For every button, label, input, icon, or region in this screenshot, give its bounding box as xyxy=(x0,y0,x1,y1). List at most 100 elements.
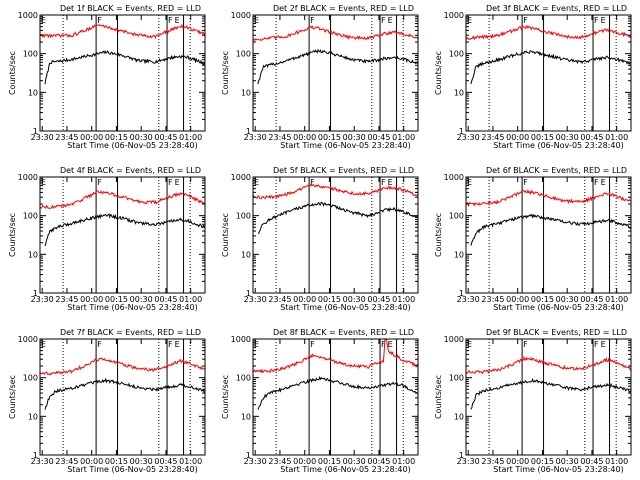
region-label: F xyxy=(523,16,528,25)
x-tick-label: 00:30 xyxy=(556,133,579,142)
region-label: F xyxy=(168,178,173,187)
region-label: F xyxy=(168,340,173,349)
region-label: F xyxy=(594,16,599,25)
x-tick-label: 00:15 xyxy=(531,295,554,304)
y-tick-label: 100 xyxy=(23,50,38,59)
y-tick-label: 1 xyxy=(459,127,464,136)
y-tick-label: 1000 xyxy=(444,173,464,182)
region-label: E xyxy=(175,178,180,187)
x-tick-label: 00:00 xyxy=(80,457,103,466)
x-tick-label: 00:30 xyxy=(130,133,153,142)
chart-title: Det 5f BLACK = Events, RED = LLD xyxy=(273,166,414,175)
lld-series-line xyxy=(465,188,632,208)
region-label: F xyxy=(381,340,386,349)
y-tick-label: 100 xyxy=(236,50,251,59)
events-series-line xyxy=(257,48,419,85)
y-tick-label: 10 xyxy=(454,250,464,259)
lld-series-line xyxy=(39,357,206,376)
region-label: E xyxy=(254,16,259,25)
y-tick-label: 10 xyxy=(28,412,38,421)
x-tick-label: 23:45 xyxy=(481,457,504,466)
y-tick-label: 1000 xyxy=(231,173,251,182)
x-tick-label: 23:30 xyxy=(31,295,54,304)
x-axis-label: Start Time (06-Nov-05 23:28:40) xyxy=(280,141,410,150)
events-series-line xyxy=(470,213,632,246)
x-tick-label: 00:45 xyxy=(154,457,177,466)
y-axis-label: Counts/sec xyxy=(434,213,443,257)
y-tick-label: 1 xyxy=(246,127,251,136)
y-tick-label: 100 xyxy=(236,212,251,221)
plot-frame xyxy=(465,14,632,132)
x-tick-label: 00:00 xyxy=(80,295,103,304)
plot-frame xyxy=(39,176,206,294)
x-tick-label: 00:15 xyxy=(318,133,341,142)
x-tick-label: 23:45 xyxy=(481,133,504,142)
x-tick-label: 00:15 xyxy=(318,295,341,304)
region-label: E xyxy=(388,178,393,187)
lld-series-line xyxy=(252,338,419,374)
events-series-line xyxy=(44,377,206,410)
plot-frame xyxy=(465,338,632,456)
x-tick-label: 01:00 xyxy=(179,295,202,304)
y-tick-label: 1 xyxy=(33,127,38,136)
x-tick-label: 00:30 xyxy=(130,295,153,304)
x-tick-label: 00:45 xyxy=(154,133,177,142)
y-tick-label: 1 xyxy=(246,451,251,460)
y-axis-label: Counts/sec xyxy=(221,213,230,257)
region-label: E xyxy=(41,340,46,349)
x-tick-label: 23:30 xyxy=(31,457,54,466)
x-tick-label: 00:15 xyxy=(531,457,554,466)
lld-series-line xyxy=(252,25,419,42)
y-axis-label: Counts/sec xyxy=(8,375,17,419)
lld-series-line xyxy=(39,190,206,209)
region-label: E xyxy=(388,340,393,349)
chart-title: Det 2f BLACK = Events, RED = LLD xyxy=(273,4,414,13)
y-tick-label: 100 xyxy=(23,212,38,221)
chart-title: Det 1f BLACK = Events, RED = LLD xyxy=(60,4,201,13)
x-tick-label: 23:30 xyxy=(457,457,480,466)
y-axis-label: Counts/sec xyxy=(221,375,230,419)
x-tick-label: 01:00 xyxy=(179,457,202,466)
lld-series-line xyxy=(465,355,632,375)
y-tick-label: 10 xyxy=(454,88,464,97)
region-label: F xyxy=(381,178,386,187)
region-label: E xyxy=(175,340,180,349)
y-tick-label: 100 xyxy=(449,50,464,59)
region-label: E xyxy=(601,178,606,187)
y-axis-label: Counts/sec xyxy=(434,375,443,419)
y-axis-label: Counts/sec xyxy=(8,51,17,95)
x-tick-label: 23:30 xyxy=(244,133,267,142)
x-tick-label: 23:45 xyxy=(55,295,78,304)
x-tick-label: 23:45 xyxy=(268,295,291,304)
x-tick-label: 00:45 xyxy=(154,295,177,304)
x-tick-label: 00:00 xyxy=(80,133,103,142)
x-tick-label: 23:30 xyxy=(31,133,54,142)
chart-title: Det 7f BLACK = Events, RED = LLD xyxy=(60,328,201,337)
x-tick-label: 23:45 xyxy=(268,133,291,142)
x-tick-label: 23:30 xyxy=(457,133,480,142)
y-tick-label: 1000 xyxy=(444,11,464,20)
x-tick-label: 01:00 xyxy=(392,133,415,142)
x-axis-label: Start Time (06-Nov-05 23:28:40) xyxy=(67,303,197,312)
y-tick-label: 1 xyxy=(33,451,38,460)
x-tick-label: 00:45 xyxy=(367,133,390,142)
y-tick-label: 10 xyxy=(241,412,251,421)
x-axis-label: Start Time (06-Nov-05 23:28:40) xyxy=(280,303,410,312)
x-axis-label: Start Time (06-Nov-05 23:28:40) xyxy=(493,465,623,474)
x-tick-label: 23:45 xyxy=(481,295,504,304)
y-axis-label: Counts/sec xyxy=(221,51,230,95)
y-tick-label: 1000 xyxy=(18,173,38,182)
y-tick-label: 1 xyxy=(33,289,38,298)
plot-frame xyxy=(252,176,419,294)
x-tick-label: 00:00 xyxy=(293,133,316,142)
x-tick-label: 00:30 xyxy=(556,457,579,466)
chart-title: Det 3f BLACK = Events, RED = LLD xyxy=(486,4,627,13)
region-label: E xyxy=(41,178,46,187)
